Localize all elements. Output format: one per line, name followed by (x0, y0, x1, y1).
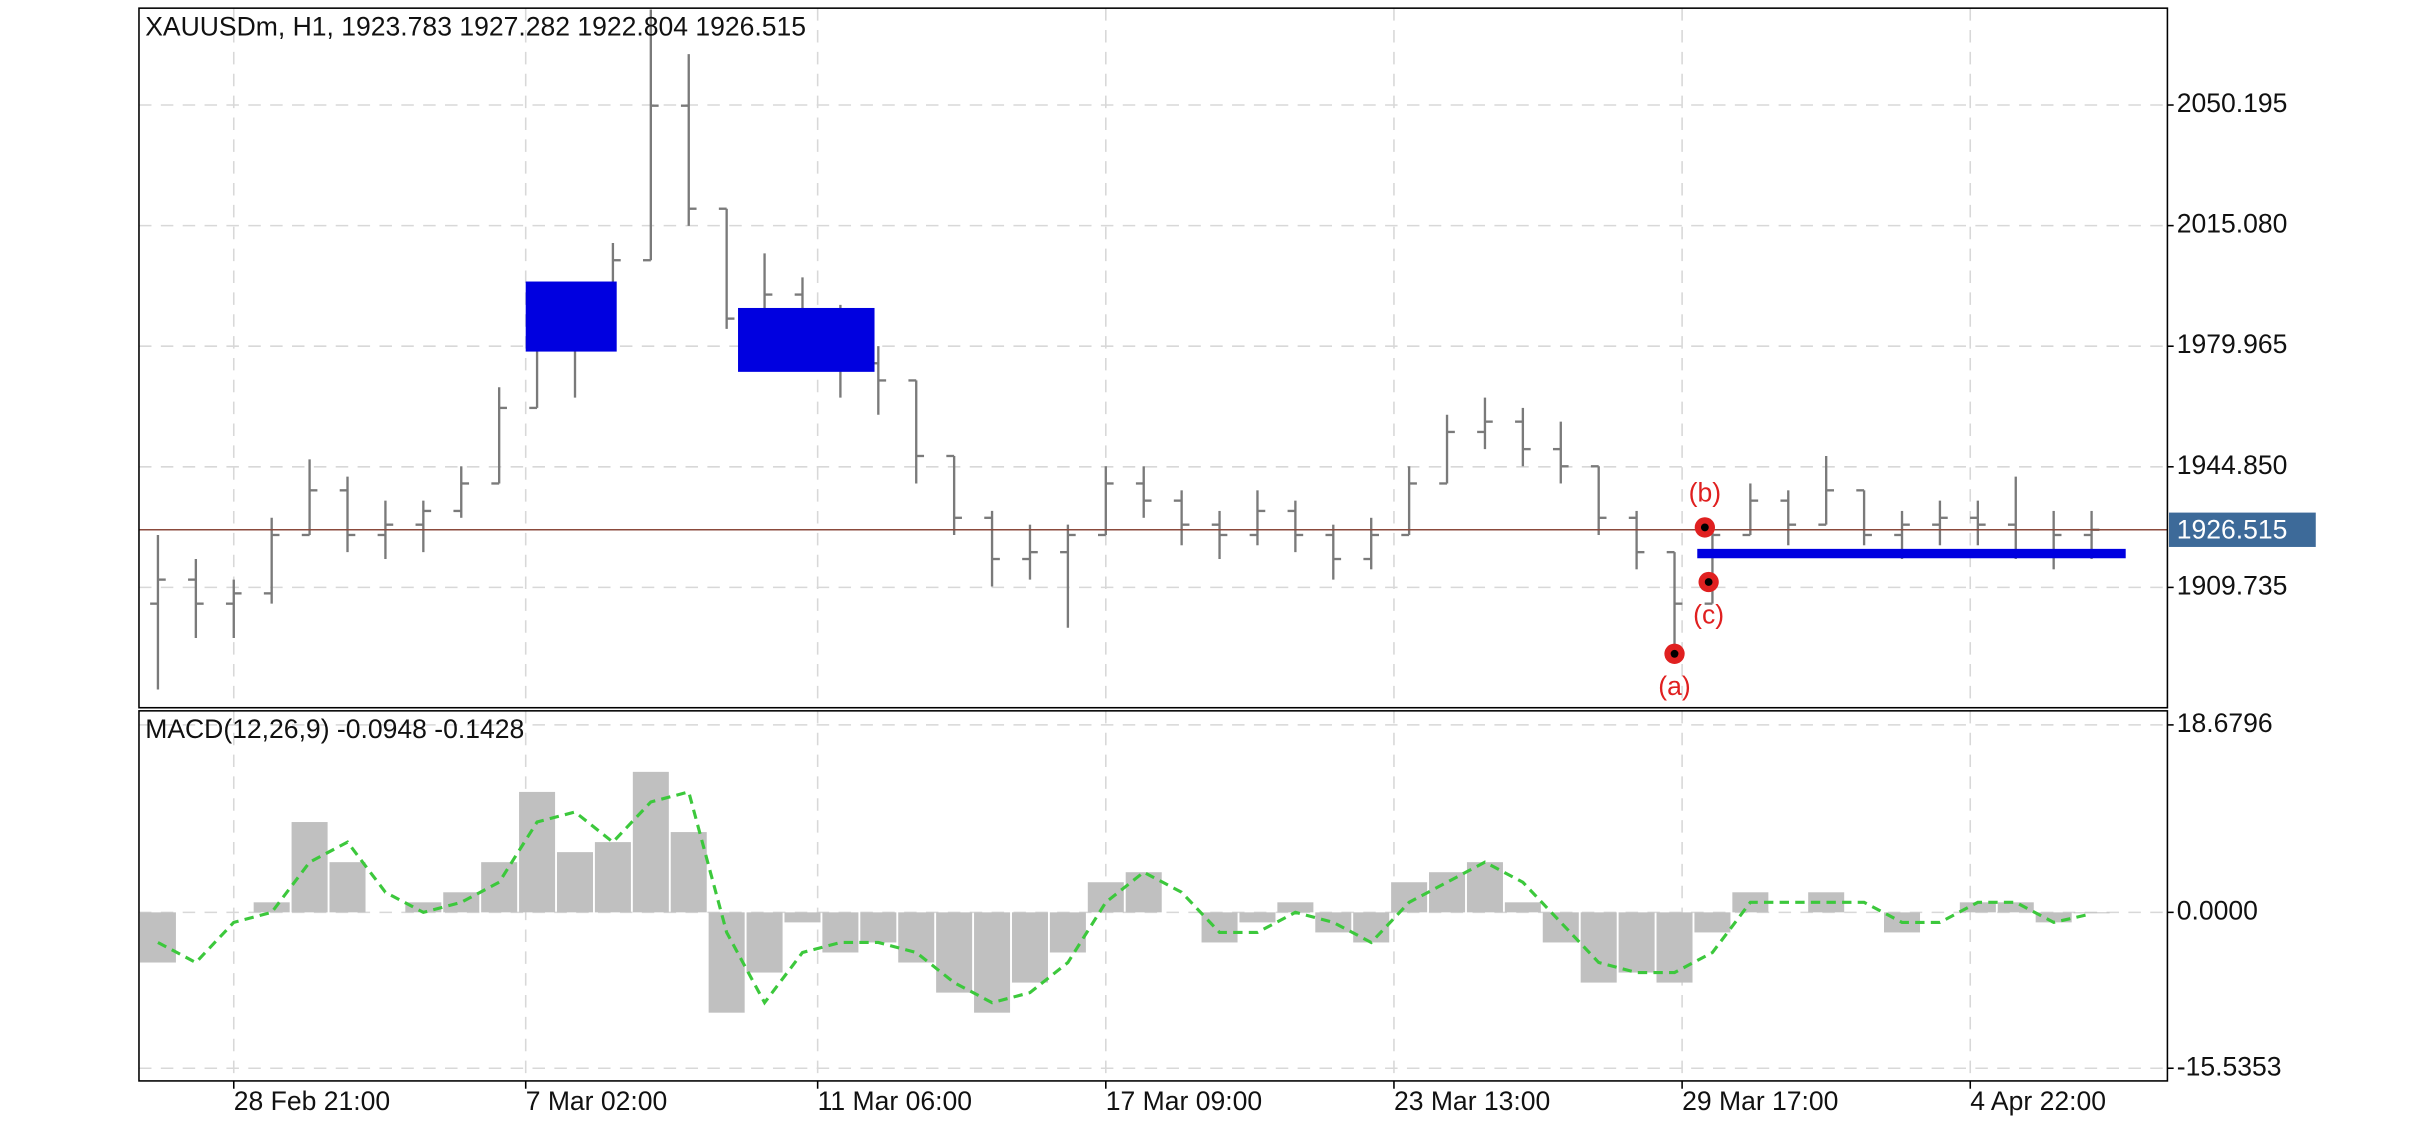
histogram-bar (253, 902, 290, 913)
y-tick-label: 1979.965 (2177, 329, 2288, 359)
annotation-label: (a) (1658, 671, 1690, 701)
histogram-bar (1049, 912, 1086, 953)
histogram-bar (481, 862, 518, 913)
histogram-bar (1239, 912, 1276, 923)
x-tick-label: 11 Mar 06:00 (818, 1086, 972, 1116)
histogram-bar (860, 912, 897, 943)
current-price-box (2168, 512, 2316, 547)
histogram-bar (1011, 912, 1048, 983)
histogram-bar (708, 912, 745, 1013)
x-tick-label: 4 Apr 22:00 (1970, 1086, 2106, 1116)
histogram-bar (556, 852, 594, 913)
signal-line (157, 790, 2092, 1006)
panel-frame (138, 710, 2169, 1082)
y-tick-label: 1944.850 (2177, 450, 2288, 480)
histogram-bar (1277, 902, 1314, 913)
x-tick-label: 29 Mar 17:00 (1682, 1086, 1838, 1116)
panel-title: XAUUSDm, H1, 1923.783 1927.282 1922.804 … (145, 11, 806, 41)
y-tick-label: 0.0000 (2177, 895, 2258, 925)
histogram-bar (1808, 892, 1845, 913)
histogram-bar (1201, 912, 1238, 943)
histogram-bar (405, 902, 442, 913)
annotation-label: (b) (1689, 478, 1721, 508)
histogram-bar (898, 912, 935, 963)
histogram-bar (443, 892, 480, 913)
histogram-bar (1353, 912, 1390, 943)
histogram-bar (632, 771, 669, 913)
histogram-bar (291, 822, 328, 913)
annotation-label: (c) (1693, 599, 1724, 629)
y-tick-label: -15.5353 (2177, 1051, 2282, 1081)
histogram-bar (936, 912, 973, 993)
histogram-bar (822, 912, 859, 953)
panel-title: MACD(12,26,9) -0.0948 -0.1428 (145, 714, 524, 744)
histogram-bar (1694, 912, 1731, 933)
histogram-bar (1125, 872, 1162, 913)
histogram-bar (1542, 912, 1579, 943)
histogram-bar (1391, 882, 1428, 913)
histogram-bar (746, 912, 783, 973)
histogram-bar (139, 912, 176, 963)
y-tick-label: 2015.080 (2177, 209, 2288, 239)
histogram-bar (1315, 912, 1352, 933)
current-price-label: 1926.515 (2177, 514, 2288, 544)
histogram-bar (974, 912, 1011, 1013)
histogram-bar (1997, 902, 2034, 913)
histogram-bar (1429, 872, 1466, 913)
histogram-bar (784, 912, 821, 923)
annotation-dot (1670, 649, 1679, 658)
y-tick-label: 1909.735 (2177, 570, 2288, 600)
zone (738, 307, 875, 372)
histogram-bar (1618, 912, 1655, 973)
x-tick-label: 23 Mar 13:00 (1394, 1086, 1550, 1116)
histogram-bar (1466, 862, 1503, 913)
x-tick-label: 28 Feb 21:00 (234, 1086, 390, 1116)
histogram-bar (1580, 912, 1617, 983)
histogram-bar (1087, 882, 1124, 913)
y-tick-label: 18.6796 (2177, 708, 2273, 738)
zone (525, 281, 617, 352)
panel-frame (138, 7, 2169, 709)
histogram-bar (2035, 912, 2072, 923)
histogram-bar (2073, 912, 2110, 914)
histogram-bar (594, 842, 631, 913)
x-tick-label: 7 Mar 02:00 (526, 1086, 668, 1116)
annotation-dot (1700, 523, 1709, 532)
annotation-dot (1704, 578, 1713, 586)
histogram-bar (670, 832, 707, 913)
histogram-bar (1504, 902, 1541, 913)
histogram-bar (329, 862, 366, 913)
histogram-bar (1959, 902, 1996, 913)
y-tick-label: 2050.195 (2177, 88, 2288, 118)
x-tick-label: 17 Mar 09:00 (1106, 1086, 1262, 1116)
histogram-bar (519, 791, 556, 913)
